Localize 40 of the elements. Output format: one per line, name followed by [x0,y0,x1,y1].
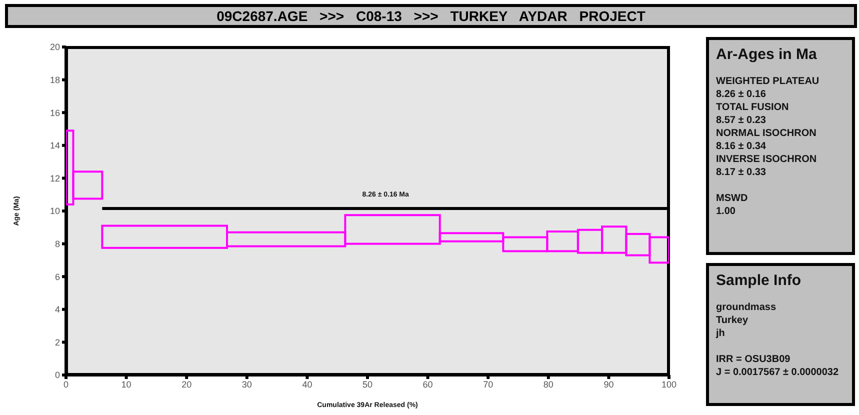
text: WEIGHTED PLATEAU [716,75,820,88]
text: 8.57 ± 0.23 [716,114,767,127]
y-tick-label: 20 [50,42,60,52]
x-tick-label: 70 [483,379,494,390]
text: Ar-Ages in Ma [716,46,818,63]
y-tick-label: 8 [54,238,60,249]
text: INVERSE ISOCHRON [716,153,818,166]
text: Sample Info [716,272,802,289]
text: jh [716,327,726,340]
x-tick-label: 100 [661,379,677,390]
text: Turkey [716,314,750,327]
y-tick-label: 18 [50,74,60,85]
text: 1.00 [716,205,736,218]
y-tick-label: 2 [54,337,60,348]
y-tick-label: 0 [54,370,60,380]
text: 8.16 ± 0.34 [716,140,767,153]
text: J = 0.0017567 ± 0.0000032 [716,366,840,379]
x-tick-label: 90 [604,379,614,390]
x-tick-label: 30 [242,379,252,390]
x-tick-label: 80 [543,379,554,390]
x-tick-label: 10 [121,379,132,390]
y-tick-label: 4 [54,304,60,315]
text: groundmass [716,301,778,314]
text: 8.26 ± 0.16 [716,88,767,101]
text: NORMAL ISOCHRON [716,127,818,140]
x-tick-label: 50 [362,379,373,390]
text: TOTAL FUSION [716,101,790,114]
y-tick-label: 16 [50,108,60,118]
text: 8.17 ± 0.33 [716,166,767,179]
x-tick-label: 60 [422,379,433,390]
x-tick-label: 40 [302,379,312,390]
chart-title: 09C2687.AGE >>> C08-13 >>> TURKEY AYDAR PROJECT [5,4,857,28]
text: MSWD [716,192,749,205]
text: IRR = OSU3B09 [716,353,792,366]
y-tick-label: 6 [54,272,60,282]
x-tick-label: 20 [182,379,192,390]
y-tick-label: 10 [50,206,60,216]
x-tick-label: 0 [63,379,69,390]
y-tick-label: 12 [50,173,60,184]
y-tick-label: 14 [50,140,60,151]
